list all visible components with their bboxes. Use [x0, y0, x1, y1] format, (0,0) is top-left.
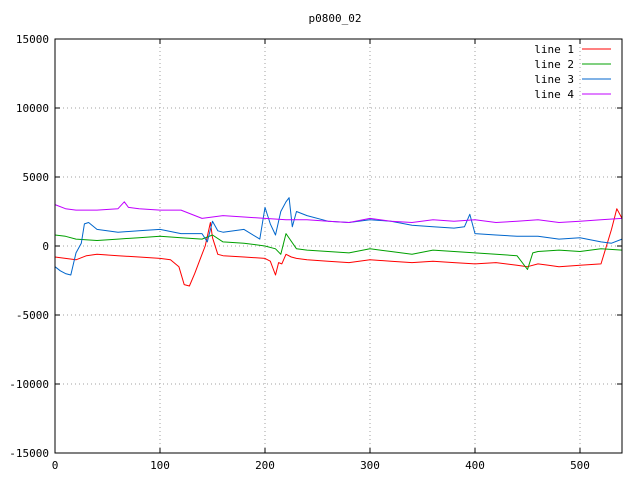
x-tick-label: 500: [570, 459, 590, 472]
series-lines: [54, 197, 623, 287]
y-tick-label: -5000: [16, 309, 49, 322]
x-tick-label: 0: [52, 459, 59, 472]
legend-label: line 2: [534, 58, 574, 71]
chart-title: p0800_02: [309, 12, 362, 25]
axis-ticks: 0 100 200 300 400 500 -15000 -10000 -5000 0 5000 10…: [9, 33, 622, 472]
grid: [55, 39, 622, 453]
series-line-2: [54, 233, 623, 270]
y-tick-label: 15000: [16, 33, 49, 46]
series-line-1: [54, 208, 623, 287]
x-tick-label: 400: [465, 459, 485, 472]
y-tick-label: -10000: [9, 378, 49, 391]
y-tick-label: 10000: [16, 102, 49, 115]
legend-label: line 4: [534, 88, 574, 101]
y-tick-label: 0: [42, 240, 49, 253]
legend-label: line 3: [534, 73, 574, 86]
x-tick-label: 200: [255, 459, 275, 472]
x-tick-label: 300: [360, 459, 380, 472]
y-tick-label: -15000: [9, 447, 49, 460]
legend: line 1 line 2 line 3 line 4: [534, 43, 611, 101]
y-tick-label: 5000: [23, 171, 50, 184]
series-line-3: [54, 197, 623, 276]
x-tick-label: 100: [150, 459, 170, 472]
series-line-4: [54, 201, 623, 223]
legend-label: line 1: [534, 43, 574, 56]
